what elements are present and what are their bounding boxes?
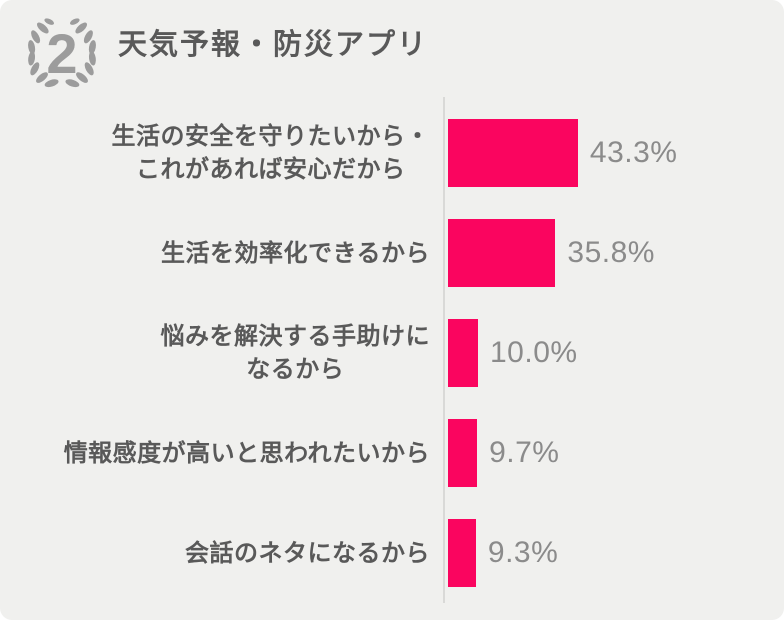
category-label: 悩みを解決する手助けに なるから — [160, 323, 430, 383]
rank-wreath-icon: 2 — [28, 18, 96, 88]
category-label-cell: 会話のネタになるから — [0, 537, 430, 570]
bar — [448, 119, 578, 187]
category-label-cell: 生活を効率化できるから — [0, 237, 430, 270]
chart-row: 会話のネタになるから 9.3% — [0, 503, 784, 603]
category-label: 会話のネタになるから — [185, 539, 430, 567]
bar-cell: 10.0% — [443, 303, 784, 403]
category-label: 生活を効率化できるから — [160, 239, 430, 267]
bar-cell: 35.8% — [443, 203, 784, 303]
value-label: 35.8% — [567, 236, 655, 269]
page-title: 天気予報・防災アプリ — [118, 29, 429, 61]
value-label: 43.3% — [589, 136, 678, 169]
value-label: 9.3% — [487, 536, 559, 569]
chart-row: 悩みを解決する手助けに なるから 10.0% — [0, 303, 784, 403]
rank-number: 2 — [46, 22, 77, 85]
chart-row: 情報感度が高いと思われたいから 9.7% — [0, 403, 784, 503]
bar — [448, 419, 478, 487]
value-label: 10.0% — [490, 336, 578, 369]
category-label: 生活の安全を守りたいから・ これがあれば安心だから — [111, 123, 430, 183]
bar-chart: 生活の安全を守りたいから・ これがあれば安心だから 43.3% 生活を効率化できるか… — [0, 97, 784, 603]
chart-row: 生活の安全を守りたいから・ これがあれば安心だから 43.3% — [0, 103, 784, 203]
value-label: 9.7% — [489, 436, 560, 469]
chart-row: 生活を効率化できるから 35.8% — [0, 203, 784, 303]
wreath-left-branch — [28, 18, 59, 88]
axis-line — [443, 97, 445, 603]
bar-cell: 43.3% — [443, 103, 784, 203]
bar — [448, 319, 478, 387]
category-label-cell: 悩みを解決する手助けに なるから — [0, 320, 430, 386]
category-label-cell: 情報感度が高いと思われたいから — [0, 437, 430, 470]
category-label-cell: 生活の安全を守りたいから・ これがあれば安心だから — [0, 120, 430, 186]
bar — [448, 519, 476, 587]
wreath-right-branch — [65, 18, 96, 88]
category-label: 情報感度が高いと思われたいから — [63, 439, 430, 467]
bar-cell: 9.7% — [443, 403, 784, 503]
bar — [448, 219, 556, 287]
bar-cell: 9.3% — [443, 503, 784, 603]
